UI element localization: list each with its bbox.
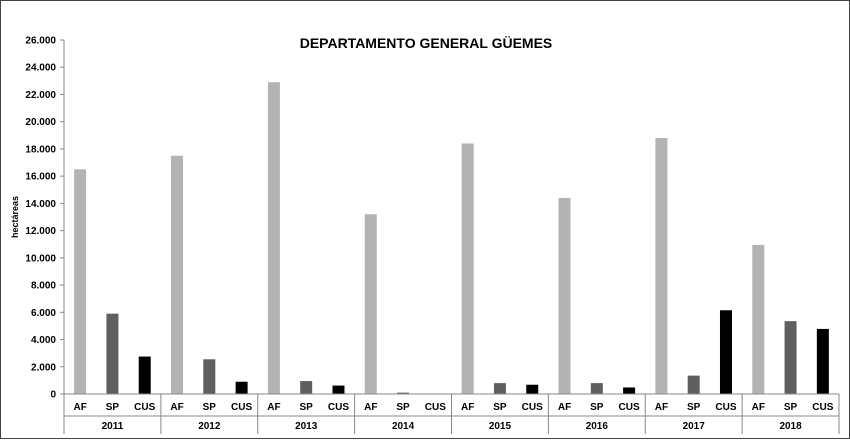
- x-subcategory-label: CUS: [522, 402, 543, 413]
- x-subcategory-label: CUS: [328, 402, 349, 413]
- y-tick-label: 24.000: [25, 63, 56, 74]
- y-tick-label: 8.000: [31, 281, 56, 292]
- x-subcategory-label: SP: [590, 402, 604, 413]
- x-subcategory-label: AF: [267, 402, 280, 413]
- x-subcategory-label: CUS: [715, 402, 736, 413]
- bar-2012-af: [171, 155, 184, 394]
- x-subcategory-label: AF: [170, 402, 183, 413]
- bar-2016-af: [558, 197, 571, 394]
- y-tick-label: 0: [50, 390, 56, 401]
- bar-2013-sp: [300, 381, 313, 394]
- x-subcategory-label: SP: [106, 402, 120, 413]
- x-year-label: 2012: [198, 421, 221, 432]
- bar-2017-af: [655, 138, 668, 394]
- bar-2016-cus: [623, 387, 636, 394]
- x-year-label: 2016: [586, 421, 609, 432]
- bar-2011-af: [74, 169, 87, 394]
- bar-2018-af: [752, 244, 765, 394]
- y-tick-label: 20.000: [25, 117, 56, 128]
- x-subcategory-label: CUS: [134, 402, 155, 413]
- y-tick-label: 12.000: [25, 226, 56, 237]
- x-subcategory-label: CUS: [231, 402, 252, 413]
- bar-2013-cus: [332, 385, 345, 394]
- bar-2014-sp: [397, 392, 410, 394]
- y-tick-label: 22.000: [25, 90, 56, 101]
- y-tick-label: 2.000: [31, 362, 56, 373]
- x-subcategory-label: SP: [396, 402, 410, 413]
- x-axis: AF SP CUS 2011 AF SP CUS 2012 AF SP CUS 2013 AF SP CUS…: [63, 393, 840, 434]
- x-year-label: 2017: [683, 421, 706, 432]
- x-subcategory-label: AF: [655, 402, 668, 413]
- bar-2011-cus: [138, 356, 151, 394]
- y-axis-label: hectáreas: [10, 196, 20, 238]
- x-subcategory-label: AF: [364, 402, 377, 413]
- bars-layer: [74, 82, 829, 394]
- x-subcategory-label: SP: [203, 402, 217, 413]
- y-tick-label: 16.000: [25, 172, 56, 183]
- bar-2018-cus: [816, 328, 829, 394]
- bar-2012-sp: [203, 359, 216, 394]
- x-year-label: 2014: [392, 421, 415, 432]
- x-subcategory-label: SP: [300, 402, 314, 413]
- x-subcategory-label: AF: [752, 402, 765, 413]
- x-subcategory-label: CUS: [619, 402, 640, 413]
- x-subcategory-label: CUS: [425, 402, 446, 413]
- x-year-label: 2013: [295, 421, 318, 432]
- y-axis: 0 2.000 4.000 6.000 8.000 10.000 12.000 14.000 1…: [25, 36, 65, 401]
- bar-2012-cus: [235, 381, 248, 394]
- bar-2015-cus: [526, 384, 539, 394]
- x-subcategory-label: SP: [493, 402, 507, 413]
- y-tick-label: 26.000: [25, 36, 56, 47]
- bar-2015-sp: [493, 383, 506, 394]
- x-year-label: 2011: [102, 421, 124, 432]
- x-subcategory-label: AF: [558, 402, 571, 413]
- bar-2016-sp: [590, 383, 603, 394]
- y-tick-label: 10.000: [25, 253, 56, 264]
- x-subcategory-label: SP: [784, 402, 798, 413]
- bar-2018-sp: [784, 321, 797, 394]
- x-subcategory-label: CUS: [812, 402, 833, 413]
- y-tick-label: 6.000: [31, 308, 56, 319]
- bar-2014-af: [364, 214, 377, 394]
- chart-title: DEPARTAMENTO GENERAL GÜEMES: [300, 35, 553, 51]
- bar-2017-cus: [719, 310, 732, 394]
- bar-2017-sp: [687, 375, 700, 394]
- y-tick-label: 18.000: [25, 144, 56, 155]
- x-year-label: 2018: [779, 421, 802, 432]
- y-tick-label: 14.000: [25, 199, 56, 210]
- bar-2015-af: [461, 143, 474, 394]
- bar-2011-sp: [106, 313, 119, 394]
- x-subcategory-label: SP: [687, 402, 701, 413]
- x-subcategory-label: AF: [461, 402, 474, 413]
- y-tick-label: 4.000: [31, 335, 56, 346]
- x-year-label: 2015: [489, 421, 512, 432]
- x-subcategory-label: AF: [73, 402, 86, 413]
- bar-2013-af: [267, 82, 280, 394]
